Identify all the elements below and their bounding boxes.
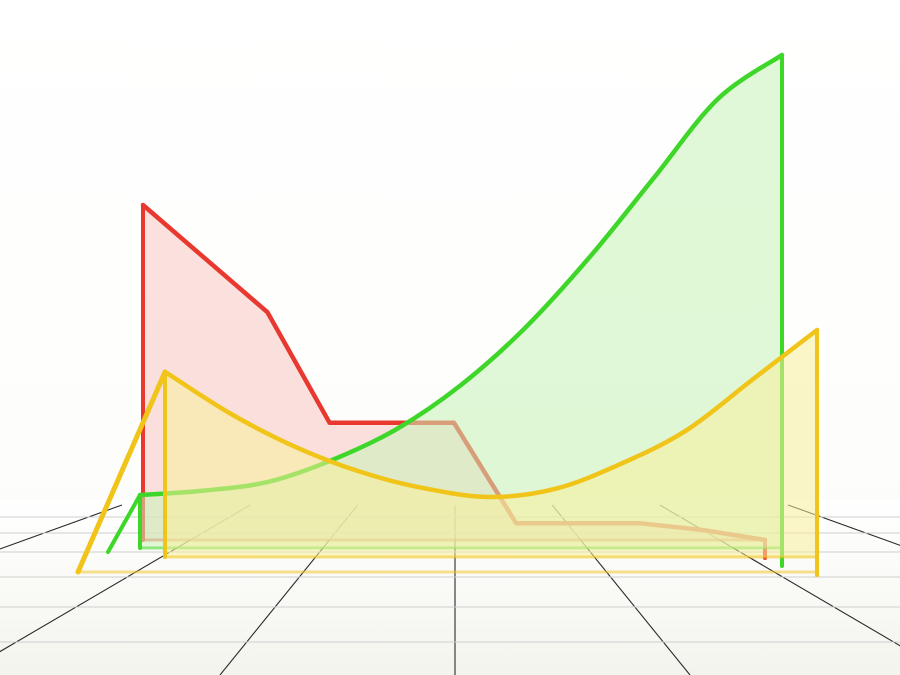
- series-3-panel: [162, 327, 820, 577]
- series-1-point: [390, 421, 394, 425]
- series-3-point: [750, 378, 754, 382]
- series-2-point: [395, 427, 399, 431]
- series-2-area: [140, 55, 782, 548]
- series-3-point: [685, 428, 689, 432]
- series-3-point: [293, 445, 297, 449]
- series-1-point: [328, 421, 332, 425]
- series-1-point: [203, 257, 207, 261]
- series-1-point: [265, 310, 269, 314]
- series-3-point: [228, 412, 232, 416]
- series-2-point: [652, 176, 656, 180]
- series-3-point: [424, 487, 428, 491]
- series-2-point: [587, 255, 591, 259]
- series-2-point: [523, 326, 527, 330]
- series-2-point: [716, 97, 720, 101]
- series-2-frame-leg: [106, 493, 142, 554]
- series-layer: [75, 52, 820, 577]
- series-3-point: [359, 470, 363, 474]
- series-3-area: [165, 330, 817, 557]
- series-3-point: [489, 495, 493, 499]
- series-3-line: [162, 327, 820, 500]
- series-3-point: [554, 487, 558, 491]
- series-1-point: [141, 203, 145, 207]
- series-2-point: [780, 53, 784, 57]
- series-3-point: [619, 462, 623, 466]
- series-3-frame-leg: [75, 369, 168, 575]
- series-3-point: [815, 328, 819, 332]
- series-2-point: [459, 383, 463, 387]
